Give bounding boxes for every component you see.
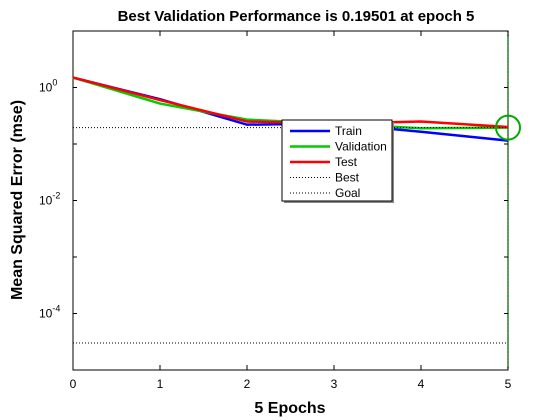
legend-label-test: Test xyxy=(335,155,358,169)
axis-ticks: 0 1 2 3 4 5 100 10-2 10-4 xyxy=(39,30,512,391)
x-tick-label: 1 xyxy=(157,377,164,391)
y-tick-label: 10-2 xyxy=(39,191,60,208)
y-tick-label: 10-4 xyxy=(39,304,60,321)
y-axis-label: Mean Squared Error (mse) xyxy=(9,100,26,300)
chart-title: Best Validation Performance is 0.19501 a… xyxy=(118,8,475,25)
legend-box xyxy=(281,119,393,202)
legend-label-validation: Validation xyxy=(335,140,387,154)
x-tick-label: 5 xyxy=(505,377,512,391)
x-tick-label: 0 xyxy=(70,377,77,391)
y-tick-label: 100 xyxy=(39,78,57,95)
best-point-marker xyxy=(495,114,521,141)
legend-label-best: Best xyxy=(335,171,360,185)
legend-label-train: Train xyxy=(335,124,362,138)
x-axis-label: 5 Epochs xyxy=(254,400,325,417)
legend-label-goal: Goal xyxy=(335,186,360,200)
x-tick-label: 4 xyxy=(418,377,425,391)
x-tick-label: 2 xyxy=(244,377,251,391)
x-tick-label: 3 xyxy=(331,377,338,391)
